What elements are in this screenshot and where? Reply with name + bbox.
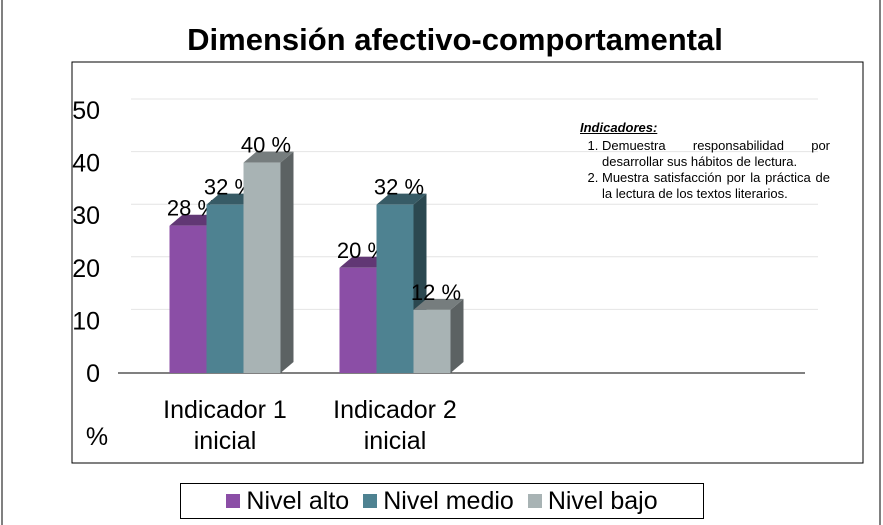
annotation-list: Demuestra responsabilidad por desarrolla… <box>580 138 830 202</box>
legend-swatch <box>226 494 241 508</box>
y-tick-label: 10 <box>72 307 100 335</box>
legend-item: Nivel alto <box>226 487 349 516</box>
y-tick-label: 30 <box>72 202 100 230</box>
bar-side <box>450 298 464 373</box>
data-label: 40 % <box>241 133 291 158</box>
annotation-item: Muestra satisfacción por la práctica de … <box>602 170 830 202</box>
chart-title: Dimensión afectivo-comportamental <box>187 22 723 57</box>
legend-label: Nivel alto <box>246 486 350 515</box>
bar <box>413 309 451 373</box>
bar-top <box>413 298 464 310</box>
annotation-heading: Indicadores: <box>580 120 658 135</box>
data-label: 12 % <box>411 280 461 305</box>
y-tick-label: 40 <box>72 150 100 178</box>
legend-label: Nivel medio <box>383 486 514 515</box>
legend-swatch <box>527 494 542 508</box>
legend-item: Nivel medio <box>363 487 514 516</box>
plot-frame <box>71 61 864 464</box>
legend: Nivel alto Nivel medio Nivel bajo <box>180 483 704 519</box>
bar <box>206 204 244 373</box>
annotation-item: Demuestra responsabilidad por desarrolla… <box>602 138 830 170</box>
x-tick-label: Indicador 2 inicial <box>333 396 457 455</box>
x-tick-label: Indicador 1 inicial <box>163 396 287 455</box>
bar <box>339 267 377 373</box>
y-tick-label: 50 <box>72 97 100 125</box>
y-tick-label: 0 <box>86 360 100 388</box>
bar-side <box>280 151 294 373</box>
legend-item: Nivel bajo <box>527 486 658 516</box>
legend-swatch <box>363 494 378 508</box>
annotation: Indicadores: Demuestra responsabilidad p… <box>580 120 830 202</box>
legend-label: Nivel bajo <box>547 486 658 515</box>
y-tick-label: 20 <box>72 255 100 283</box>
bar <box>243 162 281 373</box>
bar <box>169 225 207 373</box>
data-label: 32 % <box>374 175 424 200</box>
bar-top <box>376 193 427 205</box>
bar-top <box>243 151 294 163</box>
bar <box>376 204 414 373</box>
y-axis-label: % <box>86 423 108 451</box>
